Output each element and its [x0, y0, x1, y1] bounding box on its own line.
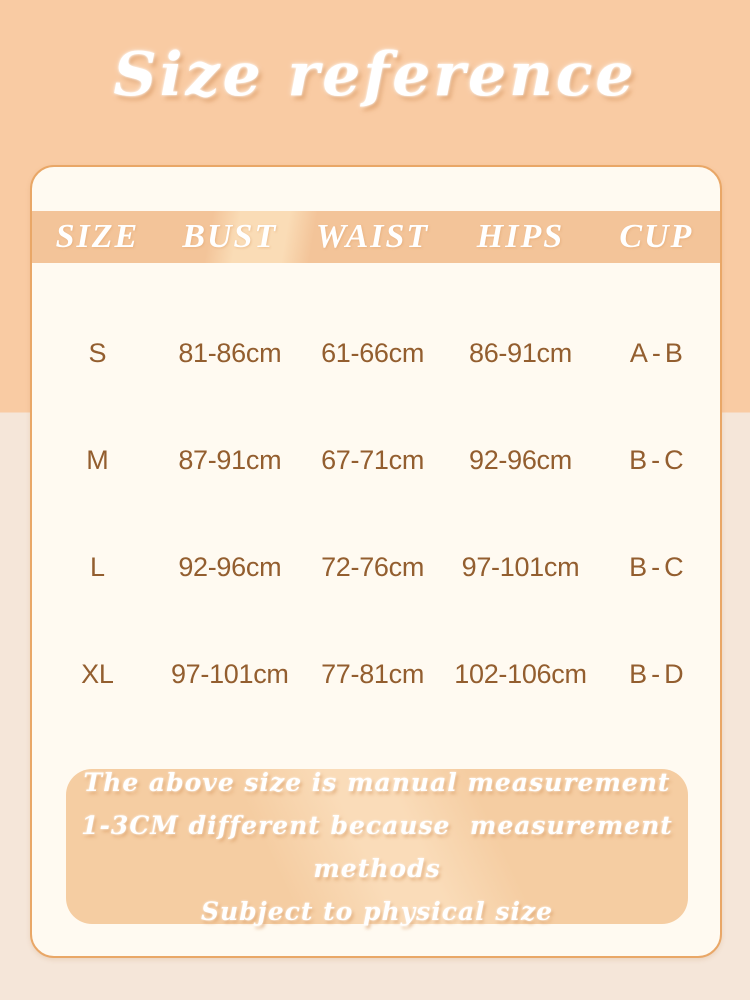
cell-waist: 61-66cm — [321, 338, 425, 368]
cell-bust: 92-96cm — [178, 552, 282, 582]
note-line-1: The above size is manual measurement — [83, 767, 671, 797]
cell-cup: B-D — [629, 659, 688, 689]
cell-size: M — [86, 445, 109, 475]
table-row-s: S 81-86cm 61-66cm 86-91cm A-B — [32, 300, 720, 407]
cell-waist: 77-81cm — [321, 659, 425, 689]
table-row-l: L 92-96cm 72-76cm 97-101cm B-C — [32, 514, 720, 621]
cell-size: S — [88, 338, 107, 368]
cell-bust: 81-86cm — [178, 338, 282, 368]
table-row-xl: XL 97-101cm 77-81cm 102-106cm B-D — [32, 621, 720, 728]
cell-hips: 102-106cm — [454, 659, 587, 689]
cell-bust: 97-101cm — [170, 659, 289, 689]
cell-hips: 97-101cm — [461, 552, 580, 582]
cell-waist: 72-76cm — [321, 552, 425, 582]
size-reference-card: SIZE BUST WAIST HIPS CUP S 81-86cm 61-66… — [30, 165, 722, 958]
column-header-bust: BUST — [182, 218, 278, 255]
column-header-cup: CUP — [619, 218, 694, 255]
table-body: S 81-86cm 61-66cm 86-91cm A-B M 87-91cm … — [32, 300, 720, 728]
note-line-2: 1-3CM different because measurement meth… — [81, 810, 683, 883]
cell-cup: B-C — [629, 445, 688, 475]
cell-hips: 86-91cm — [468, 338, 572, 368]
cell-size: XL — [81, 659, 114, 689]
cell-cup: A-B — [629, 338, 687, 368]
table-header-row: SIZE BUST WAIST HIPS CUP — [32, 211, 720, 263]
column-header-hips: HIPS — [476, 218, 565, 255]
measurement-note-box: The above size is manual measurement 1-3… — [66, 768, 688, 926]
cell-cup: B-C — [629, 552, 688, 582]
page-title: Size reference — [113, 40, 637, 110]
note-line-3: Subject to physical size — [200, 896, 554, 926]
cell-hips: 92-96cm — [468, 445, 572, 475]
column-header-size: SIZE — [55, 218, 140, 255]
cell-waist: 67-71cm — [321, 445, 425, 475]
table-row-m: M 87-91cm 67-71cm 92-96cm B-C — [32, 407, 720, 514]
cell-size: L — [90, 552, 105, 582]
cell-bust: 87-91cm — [178, 445, 282, 475]
column-header-waist: WAIST — [315, 218, 430, 255]
